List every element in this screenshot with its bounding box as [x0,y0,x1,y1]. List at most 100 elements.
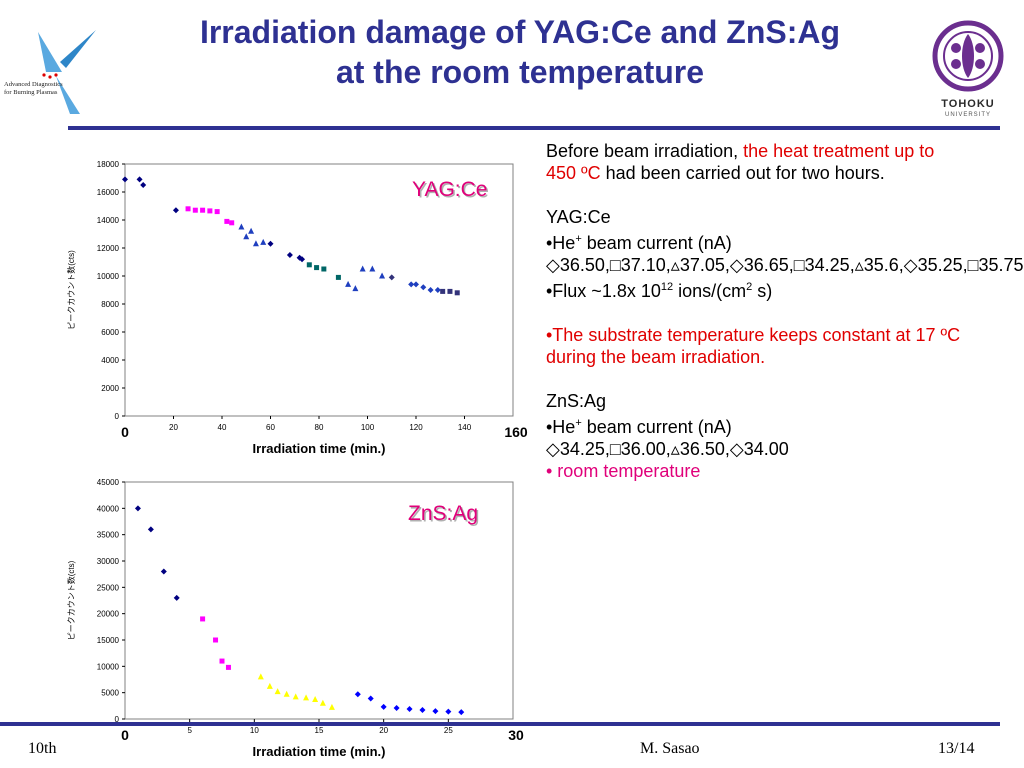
x-tick-label: 120 [409,423,423,432]
tohoku-logo: TOHOKU UNIVERSITY [930,18,1006,122]
y-axis-title: ピークカウント数(cts) [66,560,76,640]
yag-current-values: ◇36.50,□37.10,▵37.05,◇36.65,□34.25,▵35.6… [546,255,1024,275]
slide-title: Irradiation damage of YAG:Ce and ZnS:Ag … [140,12,900,92]
data-point [238,223,245,230]
data-point [419,707,426,714]
logo-left-text-1: Advanced Diagnostics [4,81,63,88]
chart-label-shadow: YAG:Ce [414,180,489,203]
x-tick-label: 20 [379,726,388,735]
y-tick-label: 40000 [97,504,120,513]
y-tick-label: 12000 [97,244,120,253]
data-point [306,262,312,268]
y-tick-label: 35000 [97,531,120,540]
x-tick-label: 25 [444,726,453,735]
data-point [243,233,250,240]
data-point [224,218,230,224]
chart-label-shadow: ZnS:Ag [410,504,480,527]
data-point [379,272,386,279]
data-point [380,703,387,710]
data-point [173,594,180,601]
data-point [283,690,290,697]
data-point [312,696,319,703]
footer-author: M. Sasao [640,740,700,757]
data-point [292,693,299,700]
x-end-label-end: 160 [504,424,528,440]
y-tick-label: 10000 [97,662,120,671]
data-point [160,568,167,575]
data-point [172,207,179,214]
data-point [458,709,465,716]
data-point [367,695,374,702]
data-point [434,287,441,293]
x-end-label-start: 0 [121,424,129,440]
y-tick-label: 2000 [101,384,119,393]
y-tick-label: 15000 [97,636,120,645]
title-line-1: Irradiation damage of YAG:Ce and ZnS:Ag [199,14,841,50]
data-point [393,704,400,711]
data-point [413,281,419,288]
data-point [286,252,293,258]
logo-right-text-1: TOHOKU [941,98,995,110]
data-point [420,284,427,291]
y-tick-label: 8000 [101,300,119,309]
x-end-label-start: 0 [121,727,129,743]
data-point [345,280,352,287]
logo-left-text-2: for Burning Plasmas [4,89,58,96]
x-tick-label: 60 [266,423,275,432]
x-end-label-end: 30 [508,727,524,743]
data-point [257,673,264,680]
data-point [134,505,141,512]
x-tick-label: 10 [250,726,259,735]
y-tick-label: 30000 [97,557,120,566]
data-point [214,209,220,215]
adbp-logo: Advanced Diagnostics for Burning Plasmas [0,28,100,118]
data-point [440,288,446,294]
title-line-2: at the room temperature [335,54,705,90]
data-point [136,176,143,183]
data-point [274,688,281,695]
data-point [260,238,267,245]
data-point [406,705,413,712]
data-point [354,691,361,698]
y-tick-label: 25000 [97,583,120,592]
title-divider [68,126,1000,130]
x-tick-label: 40 [218,423,227,432]
footer-page: 13/14 [938,740,975,757]
data-point [192,207,198,213]
data-point [359,265,366,272]
data-point [369,265,376,272]
data-point [122,176,128,183]
data-point [267,240,274,247]
data-point [225,664,231,670]
data-point [252,240,259,247]
y-tick-label: 4000 [101,356,119,365]
data-point [445,708,452,715]
y-tick-label: 20000 [97,610,120,619]
data-point [248,227,255,234]
yag-chart-svg: 0 2000 4000 6000 8000 10000 12000 14000 16000 180… [66,160,528,456]
flux-line: •Flux ~1.8x 1012 ions/(cm2 s) [546,281,773,301]
zns-current-values: ◇34.25,□36.00,▵36.50,◇34.00 [546,439,789,459]
data-point [303,694,310,701]
data-point [321,266,327,272]
zns-heading: ZnS:Ag [546,391,607,411]
x-tick-label: 80 [315,423,324,432]
zns-current-line: •He+ beam current (nA) [546,417,732,437]
data-point [408,281,415,288]
zns-chart: 0 5000 10000 15000 20000 25000 30000 35000 40000… [60,470,530,765]
x-tick-label: 140 [458,423,472,432]
yag-chart: 0 2000 4000 6000 8000 10000 12000 14000 16000 180… [60,148,530,468]
data-point [200,616,206,622]
intro-paragraph: Before beam irradiation, the heat treatm… [546,140,966,184]
data-point [299,256,306,263]
data-point [266,682,273,689]
data-point [140,182,147,188]
data-point [207,208,213,214]
x-axis-title: Irradiation time (min.) [253,441,386,456]
zns-chart-svg: 0 5000 10000 15000 20000 25000 30000 35000 40000… [66,478,524,759]
y-tick-label: 0 [115,412,120,421]
tohoku-crest-icon [932,20,1004,92]
x-axis-title: Irradiation time (min.) [253,744,386,759]
room-temp-note: • room temperature [546,461,701,481]
data-point [427,287,434,293]
